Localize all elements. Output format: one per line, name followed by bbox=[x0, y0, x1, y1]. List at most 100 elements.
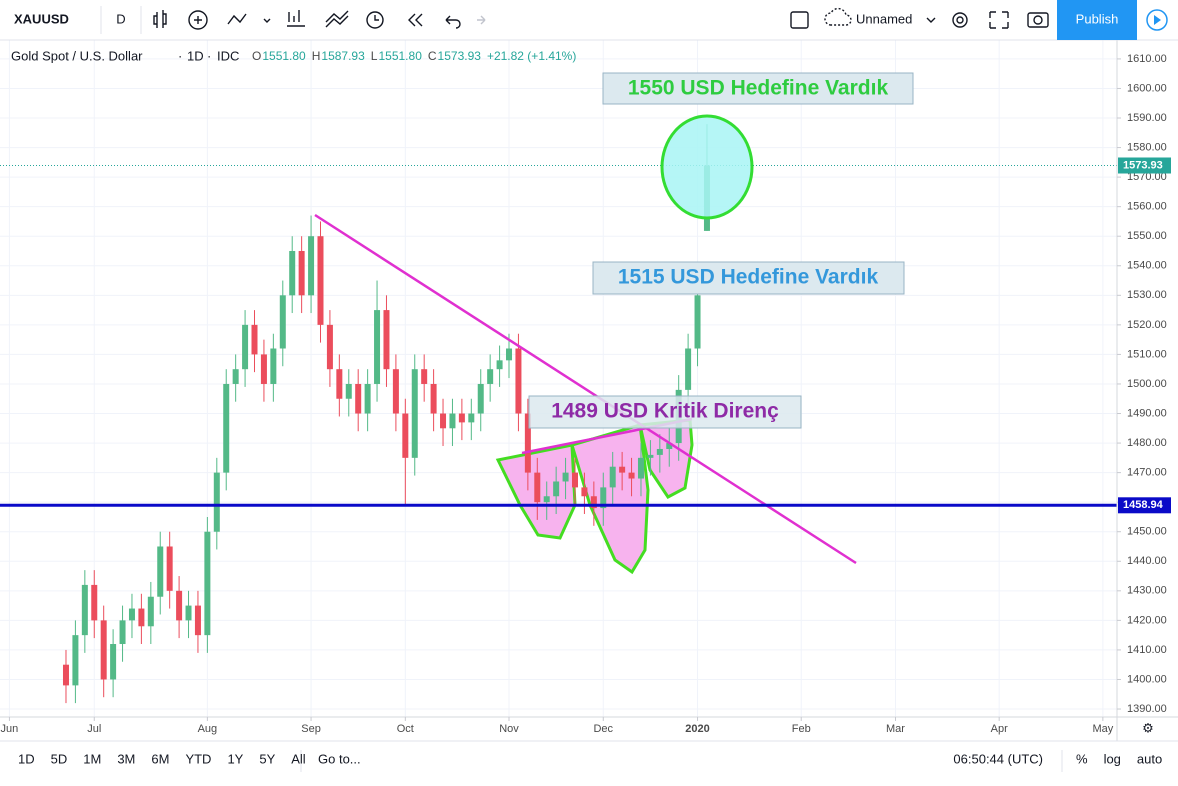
play-icon[interactable] bbox=[1146, 9, 1168, 31]
settings-icon[interactable]: ⚙ bbox=[1142, 720, 1154, 735]
y-tick-label: 1560.00 bbox=[1127, 201, 1167, 213]
candle-body bbox=[534, 472, 541, 503]
y-tick-label: 1550.00 bbox=[1127, 230, 1167, 242]
range-button[interactable]: 1M bbox=[83, 751, 101, 766]
legend-value: 1551.80 bbox=[262, 49, 306, 63]
bottom-bg bbox=[0, 741, 1178, 781]
indicators-icon[interactable] bbox=[227, 13, 271, 25]
annotation: 1489 USD Kritik Direnç bbox=[551, 400, 779, 423]
price-scale bbox=[1117, 40, 1178, 717]
play-icon[interactable] bbox=[1154, 15, 1161, 25]
layout-name[interactable]: Unnamed bbox=[856, 11, 912, 26]
candle-body bbox=[100, 620, 107, 680]
legend: Gold Spot / U.S. Dollar 1D IDC · · O 1551… bbox=[11, 48, 576, 63]
candle-body bbox=[336, 369, 343, 399]
y-tick-label: 1600.00 bbox=[1127, 82, 1167, 94]
templates-icon[interactable] bbox=[287, 10, 305, 27]
cloud-icon[interactable] bbox=[824, 7, 852, 26]
candle-body bbox=[91, 584, 98, 621]
candle-body bbox=[392, 369, 399, 414]
range-button[interactable]: 1D bbox=[18, 751, 35, 766]
candle-body bbox=[138, 608, 145, 627]
legend-interval: 1D bbox=[187, 48, 204, 63]
legend-value: 1587.93 bbox=[321, 49, 365, 63]
price-label-bg bbox=[1118, 157, 1171, 174]
legend-value: 1551.80 bbox=[378, 49, 422, 63]
scale-option[interactable]: % bbox=[1076, 751, 1088, 766]
annotation-box bbox=[602, 72, 914, 105]
range-button[interactable]: 1Y bbox=[227, 751, 243, 766]
redo-icon[interactable] bbox=[477, 15, 486, 25]
price-label: 1573.93 bbox=[1123, 159, 1163, 171]
range-button[interactable]: YTD bbox=[185, 751, 211, 766]
y-tick-label: 1590.00 bbox=[1127, 112, 1167, 124]
snapshot-icon[interactable] bbox=[1033, 15, 1043, 25]
dropdown[interactable] bbox=[926, 17, 936, 23]
range-button[interactable]: 6M bbox=[151, 751, 169, 766]
toolbar: XAUUSD D Unnamed Publish bbox=[0, 0, 1178, 41]
replay-icon[interactable] bbox=[366, 11, 384, 29]
price-label-bg bbox=[1118, 497, 1171, 514]
y-tick-label: 1510.00 bbox=[1127, 348, 1167, 360]
layout-icon[interactable] bbox=[790, 11, 809, 29]
symbol[interactable]: XAUUSD bbox=[14, 11, 69, 26]
candle-body bbox=[81, 584, 88, 636]
candle-body bbox=[260, 354, 267, 384]
fullscreen-icon[interactable] bbox=[989, 11, 1009, 29]
x-tick-label: Nov bbox=[499, 723, 519, 735]
candle-body bbox=[355, 383, 362, 414]
chart-type-icon[interactable] bbox=[153, 10, 167, 28]
x-tick-label: Apr bbox=[991, 723, 1008, 735]
settings-icon[interactable] bbox=[952, 12, 968, 28]
candle-body bbox=[685, 348, 692, 390]
replay-back-icon[interactable] bbox=[408, 13, 423, 27]
range-button[interactable]: 5Y bbox=[259, 751, 275, 766]
replay-icon[interactable] bbox=[374, 15, 379, 21]
snapshot-icon[interactable] bbox=[1027, 12, 1049, 28]
candle-body bbox=[449, 413, 456, 429]
candle-body bbox=[128, 608, 135, 621]
candle-body bbox=[374, 310, 381, 384]
scale-option[interactable]: log bbox=[1104, 751, 1121, 766]
candle-body bbox=[364, 383, 371, 414]
compare-icon[interactable] bbox=[188, 10, 208, 30]
candle-body bbox=[694, 295, 701, 349]
candle-body bbox=[656, 448, 663, 455]
publish-label[interactable]: Publish bbox=[1076, 11, 1119, 26]
legend-key: C bbox=[428, 49, 437, 63]
range-button[interactable]: All bbox=[291, 751, 306, 766]
candle-body bbox=[458, 413, 465, 423]
alert-icon[interactable] bbox=[325, 10, 349, 28]
y-tick-label: 1430.00 bbox=[1127, 585, 1167, 597]
compare-icon[interactable] bbox=[194, 16, 202, 24]
toolbar-bg bbox=[0, 0, 1178, 40]
x-tick-label: Aug bbox=[198, 723, 218, 735]
annotation-box bbox=[528, 395, 802, 429]
settings-icon[interactable] bbox=[956, 16, 964, 24]
range-button[interactable]: 5D bbox=[51, 751, 68, 766]
x-tick-label: 2020 bbox=[685, 723, 709, 735]
y-tick-label: 1420.00 bbox=[1127, 614, 1167, 626]
candle-body bbox=[185, 605, 192, 621]
candle-body bbox=[468, 413, 475, 423]
goto-button[interactable]: Go to... bbox=[318, 751, 361, 766]
undo-icon[interactable] bbox=[445, 15, 461, 29]
candle-body bbox=[524, 413, 531, 473]
y-tick-label: 1580.00 bbox=[1127, 141, 1167, 153]
interval[interactable]: D bbox=[116, 11, 125, 26]
scale-option[interactable]: auto bbox=[1137, 751, 1162, 766]
y-tick-label: 1490.00 bbox=[1127, 407, 1167, 419]
range-button[interactable]: 3M bbox=[117, 751, 135, 766]
candle-body bbox=[242, 324, 249, 370]
x-tick-label: May bbox=[1092, 723, 1113, 735]
candle-body bbox=[279, 295, 286, 349]
y-tick-label: 1610.00 bbox=[1127, 53, 1167, 65]
y-tick-label: 1540.00 bbox=[1127, 260, 1167, 272]
candle-body bbox=[647, 454, 654, 458]
publish-button[interactable] bbox=[1057, 0, 1137, 40]
candle-body bbox=[345, 383, 352, 399]
candle-body bbox=[411, 369, 418, 458]
candle-body bbox=[666, 443, 673, 449]
candle-body bbox=[204, 531, 211, 636]
candle-body bbox=[157, 546, 164, 597]
